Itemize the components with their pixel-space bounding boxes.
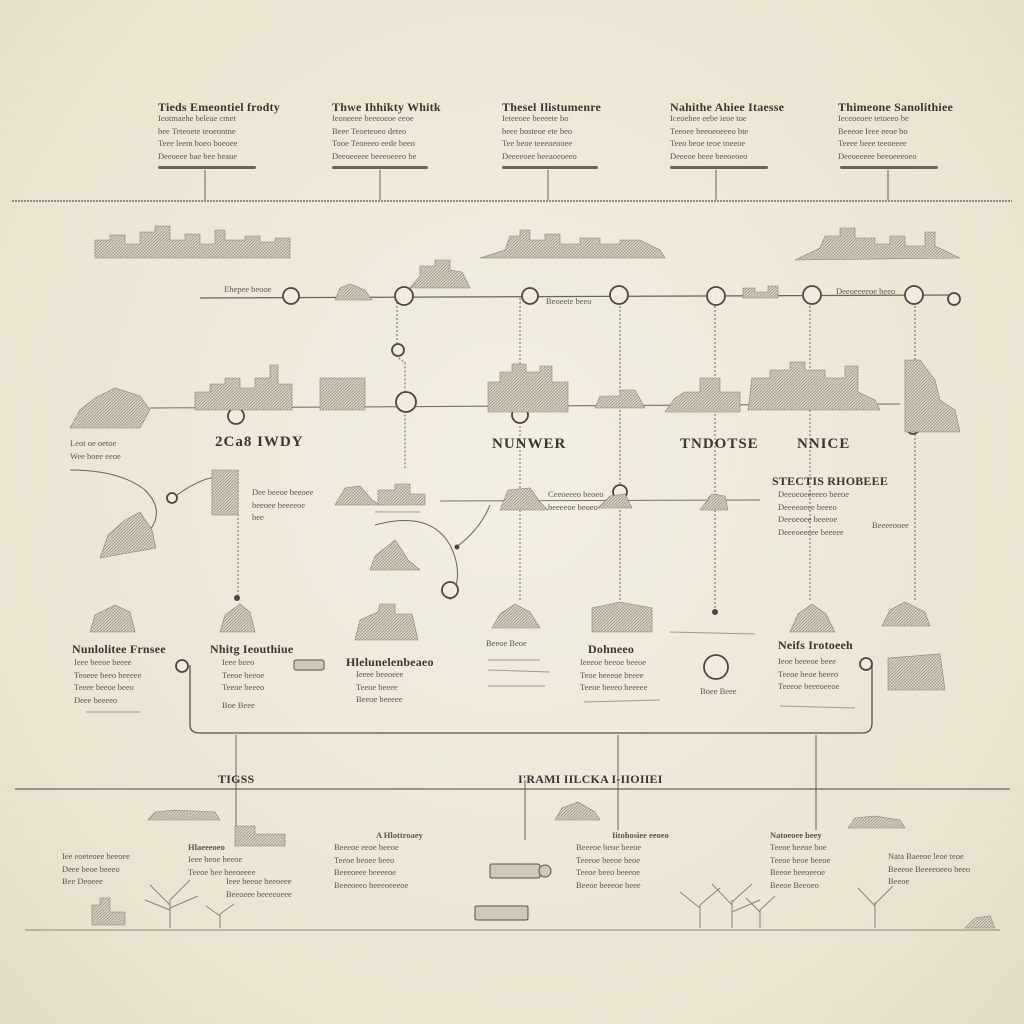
row3-col-2-text: Ieee beeo Teeoe beeoe Teeoe beeeo bbox=[222, 657, 265, 692]
bottom-note-6-title: Natoeoee beey bbox=[770, 830, 822, 840]
row3-col-3-text: Ieeee beeoeee Teeoe beeee Beeoe beeeee bbox=[356, 669, 404, 704]
station-label-1: 2Ca8 IWDY bbox=[215, 434, 304, 450]
bottom-note-3: Ieee beeoe beeoeee Beeoeee beeeeoeee bbox=[226, 876, 292, 899]
row3-col-2-title: Nhitg Ieouthiue bbox=[210, 642, 294, 656]
top-col-3-text: Ieteeoee beeeete bo beee bosteoe ete beo T… bbox=[502, 113, 577, 161]
row3-col-5-text: Ieoe beeeoe beee Teeoe beoe beeeo Teeeoe b… bbox=[778, 656, 840, 691]
route-label-1: Ehepee beooe bbox=[224, 284, 272, 294]
bottom-note-2-title: Hlaeeeoeo bbox=[188, 842, 225, 852]
bottom-note-6: Teeoe beeoe boe Teeoe beoe beeoe Beeoe bee… bbox=[770, 842, 831, 890]
station-label-3: TNDOTSE bbox=[680, 436, 759, 452]
bottom-note-4-title: A Hlottroaey bbox=[376, 830, 423, 840]
row3-col-1-title: Nunlolitee Frnsee bbox=[72, 642, 166, 656]
route-nodes bbox=[166, 285, 961, 680]
row3-col-1-text: Ieee beeoe beeee Teoeee beeo beeeee Teeee … bbox=[74, 657, 142, 705]
top-col-2-text: Ieoneeee beeeoeoe eeoe Beee Teoeteoeo det… bbox=[332, 113, 417, 161]
stacks-title: STECTIS RHOBEEE bbox=[772, 474, 889, 488]
loop-route bbox=[189, 665, 873, 734]
stacks-text: Deeoeoeeeeeo beeoe Deeeeoeee beeeo Deeoeoe… bbox=[778, 489, 850, 537]
top-col-5-title: Thimeone Sanolithiee bbox=[838, 100, 954, 114]
row3-col-4-text: Ieeeoe beeoe beeoe Teoe beeeoe beeee Teeoe… bbox=[580, 657, 648, 692]
station-label-2: NUNWER bbox=[492, 436, 567, 452]
skyline-sketches bbox=[69, 225, 996, 929]
mid-note-b: Ceeoeeeo beoeo beeeeoe beoeo bbox=[548, 489, 604, 512]
top-header-underlines bbox=[158, 166, 938, 169]
top-col-4-text: Iceoehee eebe ieoe toe Teeoee beeoeoeeeo … bbox=[670, 113, 749, 161]
row3-tag-right: Boee Beee bbox=[700, 686, 737, 696]
top-col-5-text: Ieceoeoee tetoeeo be Beeeoe Ieee eeoe bo T… bbox=[838, 113, 917, 161]
bottom-note-5-title: Iitohosiee eeoeo bbox=[612, 830, 669, 840]
bottom-note-2: Ieee beoe beeoe Teeoe bee beeoeeee bbox=[188, 854, 256, 877]
wagon-icons bbox=[293, 659, 552, 921]
row3-tag-mid: Beeoe Beoe bbox=[486, 638, 527, 648]
row3-col-3-title: Hlelunelenbeaeo bbox=[346, 655, 434, 669]
tree-sketches bbox=[144, 879, 894, 928]
upper-route bbox=[199, 294, 956, 299]
bottom-left-label: TIGSS bbox=[218, 772, 255, 786]
lower-route bbox=[439, 499, 761, 502]
top-col-4-title: Nahithe Ahiee Itaesse bbox=[670, 100, 785, 114]
row3-col-4-title: Dohneeo bbox=[588, 642, 635, 656]
bottom-center-label: I'RAMI IILCKA I-IIOIIEI bbox=[518, 772, 663, 786]
top-col-3-title: Thesel Ilistumenre bbox=[502, 100, 602, 114]
station-label-4: NNICE bbox=[797, 436, 851, 452]
bottom-note-5: Beeeoe beoe beeoe Teeeoe beeoe beoe Teeoe … bbox=[576, 842, 642, 890]
left-note: Leot oe oetoe Wee boee eeoe bbox=[70, 438, 121, 461]
top-col-1-title: Tieds Emeontiel frodty bbox=[158, 100, 280, 114]
route-label-2: Beoeete beeo bbox=[546, 296, 592, 306]
row3-col-5-title: Neifs Irotoeeh bbox=[778, 638, 853, 652]
route-label-3: Deeoeeeeoe beeo bbox=[836, 286, 896, 296]
row3-tag-left: Boe Beee bbox=[222, 700, 255, 710]
top-col-1-text: Ieotmaehe beleae cmet bee Teteoete teoeon… bbox=[158, 113, 238, 161]
mid-side-note: Beeeeooee bbox=[872, 520, 909, 530]
bottom-note-7: Nata Baeeoe leoe teoe Beeeoe Beeeeoeeo be… bbox=[888, 851, 971, 886]
bottom-note-1: Iee eoeteoee beeoee Deee beoe beeeo Bee De… bbox=[62, 851, 130, 886]
mid-note-a: Dee beeoe beeoee beeoee beeeeoe bee bbox=[252, 487, 314, 522]
top-col-2-title: Thwe Ihhikty Whitk bbox=[332, 100, 441, 114]
bottom-note-4: Beeeoe eeoe beeoe Teeoe beoee beeo Beeeoee… bbox=[334, 842, 409, 890]
